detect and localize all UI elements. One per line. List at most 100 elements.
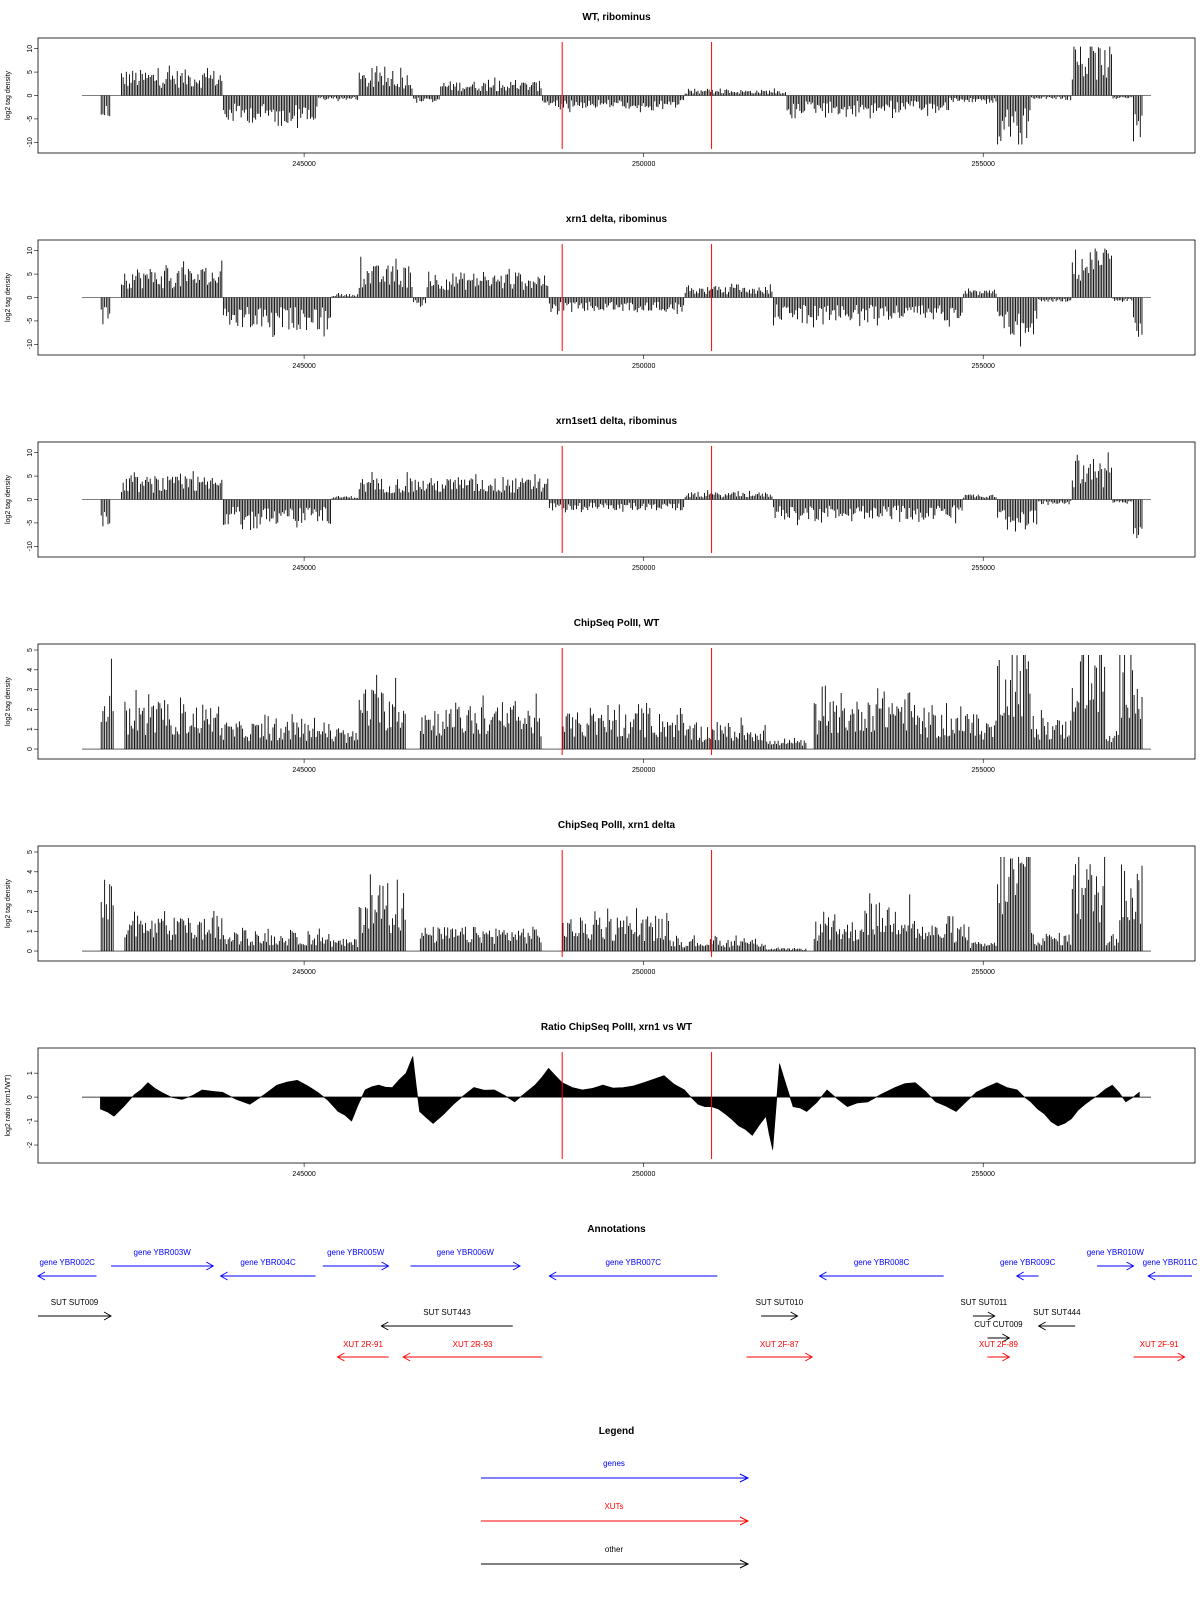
- arrow-right-icon: [804, 1352, 814, 1362]
- data-segment: [969, 942, 997, 952]
- y-tick-label: 4: [27, 668, 34, 672]
- arrow-right-icon: [381, 1261, 390, 1271]
- annotation-feature: XUT 2F-91: [1133, 1340, 1186, 1362]
- panel-6: Ratio ChipSeq PolII, xrn1 vs WT -2 -1 0 1 log…: [5, 1022, 1196, 1178]
- feature-label: XUT 2F-91: [1140, 1340, 1180, 1349]
- feature-label: SUT SUT444: [1033, 1308, 1081, 1317]
- data-segment: [440, 77, 542, 96]
- data-segment: [1037, 297, 1072, 302]
- legend-entry: other: [481, 1545, 750, 1569]
- annotations-panel: Annotations gene YBR002C gene YBR003W gene …: [37, 1224, 1198, 1362]
- data-segment: [358, 674, 406, 750]
- data-segment: [1031, 709, 1072, 750]
- data-segment: [358, 66, 413, 96]
- arrow-right-icon: [739, 1473, 750, 1483]
- data-layer: [82, 248, 1151, 347]
- feature-label: XUT 2R-91: [343, 1340, 383, 1349]
- y-axis-label: log2 tag density: [5, 70, 12, 120]
- data-segment: [997, 297, 1038, 347]
- y-tick-label: 5: [27, 272, 34, 276]
- data-segment: [1133, 95, 1143, 142]
- feature-label: gene YBR005W: [327, 1248, 385, 1257]
- data-segment: [997, 499, 1038, 532]
- data-segment: [766, 737, 807, 750]
- data-segment: [671, 935, 766, 952]
- panel-title: ChipSeq PolII, WT: [574, 618, 660, 629]
- x-tick-label: 245000: [292, 767, 315, 774]
- legend-label: XUTs: [604, 1502, 623, 1511]
- data-segment: [997, 654, 1031, 750]
- feature-label: SUT SUT011: [960, 1298, 1007, 1307]
- annotation-feature: gene YBR005W: [322, 1248, 390, 1271]
- data-segment: [969, 714, 997, 750]
- x-tick-label: 255000: [972, 363, 995, 370]
- data-segment: [222, 95, 318, 129]
- y-tick-label: 5: [27, 70, 34, 74]
- data-segment: [121, 260, 223, 298]
- annotation-feature: gene YBR007C: [548, 1258, 718, 1281]
- data-segment: [1037, 499, 1072, 505]
- annotation-feature: gene YBR002C: [37, 1258, 97, 1281]
- y-axis: -2 -1 0 1 log2 ratio (xrn1/WT): [5, 1071, 38, 1148]
- data-segment: [963, 494, 997, 500]
- y-tick-label: -5: [27, 116, 34, 122]
- y-tick-label: 0: [27, 497, 34, 501]
- y-tick-label: 5: [27, 648, 34, 652]
- data-segment: [773, 499, 963, 526]
- annotation-feature: XUT 2R-93: [402, 1340, 542, 1362]
- data-segment: [318, 95, 359, 102]
- data-segment: [1112, 95, 1133, 99]
- arrow-left-icon: [548, 1271, 557, 1281]
- x-axis: 245000 250000 255000: [292, 355, 995, 370]
- arrow-left-icon: [380, 1321, 389, 1331]
- y-tick-label: -2: [27, 1142, 34, 1148]
- panel-4: ChipSeq PolII, WT 0 1 2 3 4 5 log2 tag density 2…: [5, 618, 1196, 774]
- data-segment: [222, 927, 331, 952]
- data-segment: [1112, 499, 1133, 504]
- data-segment: [100, 95, 111, 117]
- data-segment: [997, 856, 1031, 952]
- y-tick-label: 0: [27, 1095, 34, 1099]
- data-segment: [1071, 248, 1112, 298]
- feature-label: gene YBR004C: [240, 1258, 296, 1267]
- data-segment: [542, 95, 685, 113]
- data-segment: [419, 926, 542, 952]
- y-tick-label: 0: [27, 949, 34, 953]
- data-segment: [548, 297, 685, 315]
- data-segment: [1031, 932, 1072, 952]
- data-segment: [1133, 297, 1143, 337]
- data-segment: [222, 297, 331, 337]
- x-tick-label: 245000: [292, 969, 315, 976]
- panel-title: ChipSeq PolII, xrn1 delta: [558, 820, 676, 831]
- data-segment: [1119, 654, 1143, 750]
- annotation-feature: XUT 2R-91: [336, 1340, 389, 1362]
- arrow-right-icon: [739, 1559, 750, 1569]
- panel-1: WT, ribominus -10 -5 0 5 10 log2 tag density 24…: [5, 12, 1196, 168]
- arrow-right-icon: [790, 1311, 799, 1321]
- data-segment: [121, 471, 223, 500]
- data-segment: [786, 95, 949, 119]
- annotation-feature: gene YBR003W: [111, 1248, 215, 1271]
- y-tick-label: 2: [27, 909, 34, 913]
- legend-entry: XUTs: [481, 1502, 750, 1526]
- data-segment: [331, 938, 359, 952]
- feature-label: XUT 2R-93: [453, 1340, 493, 1349]
- x-tick-label: 255000: [972, 767, 995, 774]
- feature-label: gene YBR008C: [854, 1258, 910, 1267]
- arrow-right-icon: [1177, 1352, 1186, 1362]
- legend-title: Legend: [599, 1426, 635, 1437]
- data-segment: [997, 95, 1031, 145]
- y-axis-label: log2 tag density: [5, 272, 12, 322]
- y-axis-label: log2 tag density: [5, 878, 12, 928]
- data-segment: [100, 658, 114, 750]
- panel-title: Ratio ChipSeq PolII, xrn1 vs WT: [541, 1022, 692, 1033]
- y-tick-label: -1: [27, 1118, 34, 1124]
- y-tick-label: 0: [27, 747, 34, 751]
- y-tick-label: 0: [27, 295, 34, 299]
- feature-label: gene YBR009C: [1000, 1258, 1056, 1267]
- x-tick-label: 245000: [292, 161, 315, 168]
- x-tick-label: 250000: [632, 161, 655, 168]
- data-segment: [1071, 452, 1112, 500]
- feature-label: XUT 2F-87: [760, 1340, 800, 1349]
- arrow-right-icon: [1126, 1261, 1135, 1271]
